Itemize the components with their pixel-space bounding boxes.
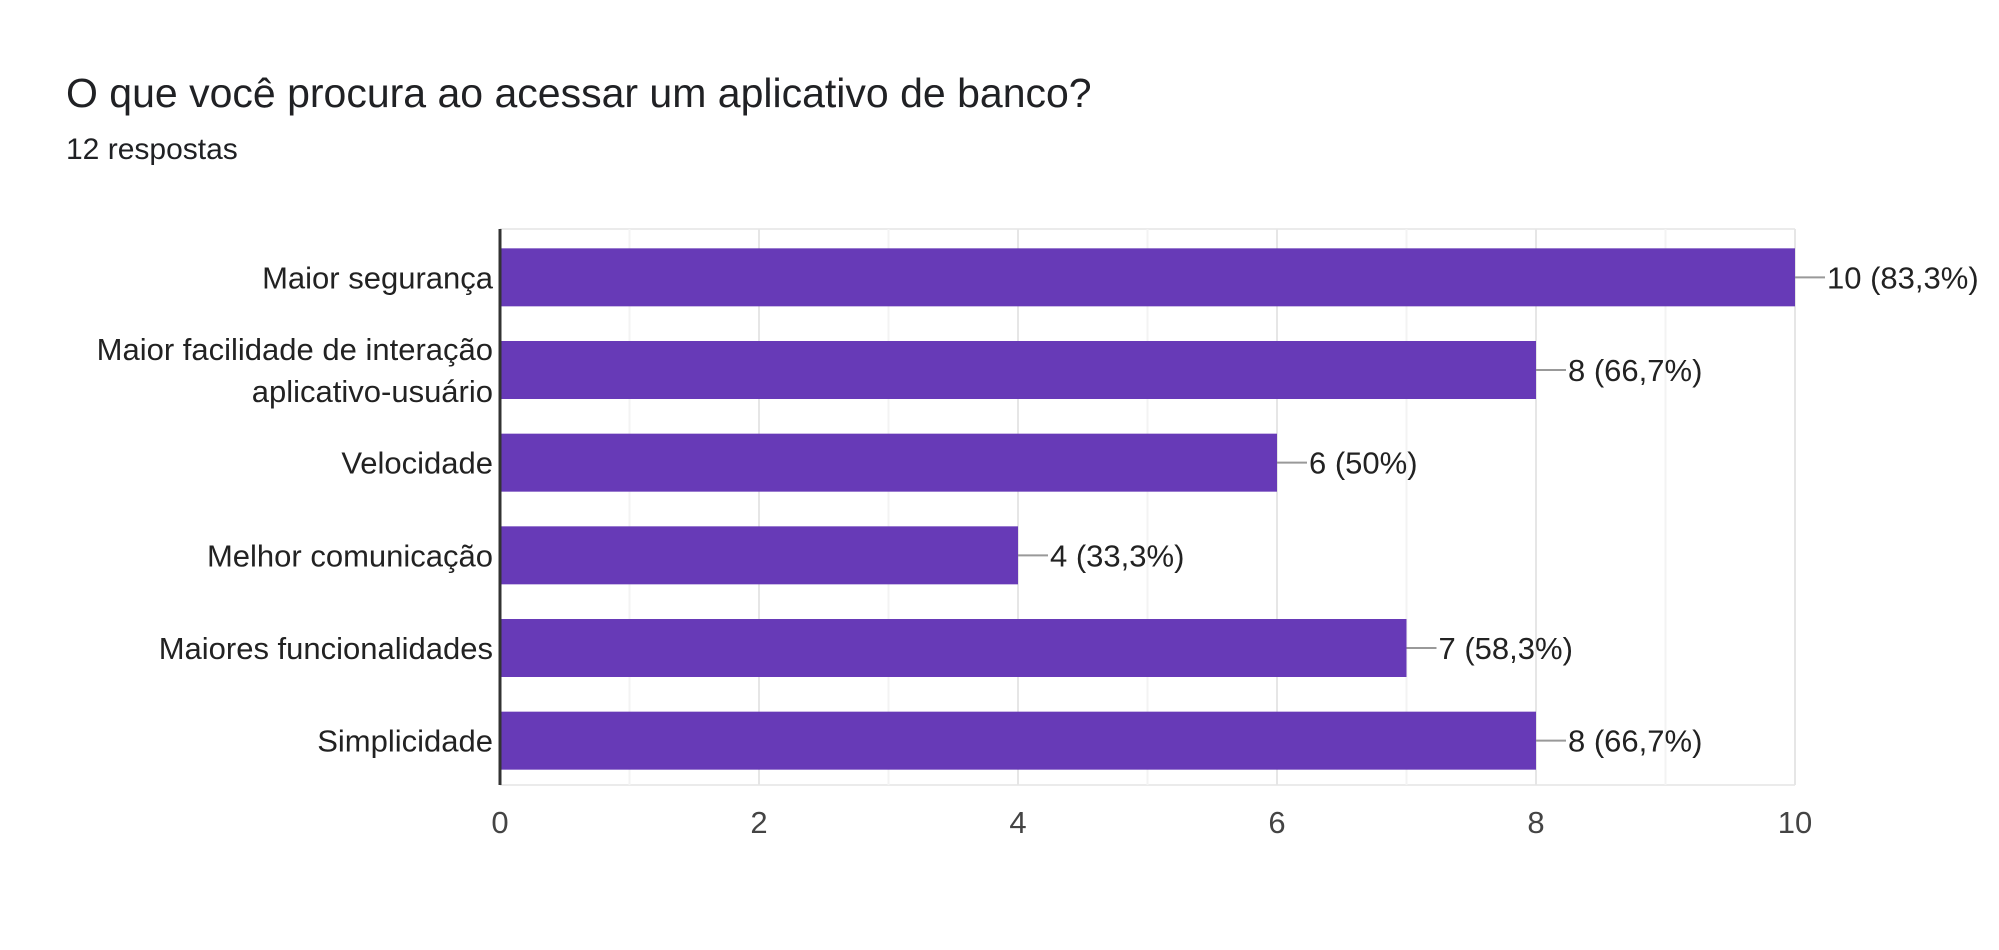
category-label: Maiores funcionalidades [159,631,493,666]
category-label: Simplicidade [317,724,493,759]
x-tick-label: 6 [1268,805,1285,840]
bar [500,711,1536,770]
category-label: Velocidade [341,446,493,481]
value-label: 7 (58,3%) [1439,631,1573,666]
bar [500,433,1277,492]
bar [500,619,1407,677]
value-label: 4 (33,3%) [1050,538,1184,573]
bar [500,248,1795,307]
value-label: 8 (66,7%) [1568,724,1702,759]
response-count: 12 respostas [66,133,238,166]
x-tick-label: 10 [1778,805,1812,840]
bar [500,341,1536,399]
value-label: 6 (50%) [1309,446,1418,481]
category-label: aplicativo-usuário [252,374,493,409]
question-title: O que você procura ao acessar um aplicat… [66,70,1092,116]
x-tick-label: 8 [1527,805,1544,840]
category-label: Melhor comunicação [207,538,493,573]
category-label: Maior facilidade de interação [97,332,493,367]
x-tick-label: 4 [1009,805,1026,840]
x-tick-label: 2 [750,805,767,840]
category-label: Maior segurança [262,260,494,295]
x-tick-label: 0 [491,805,508,840]
bar [500,526,1018,585]
value-label: 8 (66,7%) [1568,353,1702,388]
value-label: 10 (83,3%) [1827,260,1979,295]
